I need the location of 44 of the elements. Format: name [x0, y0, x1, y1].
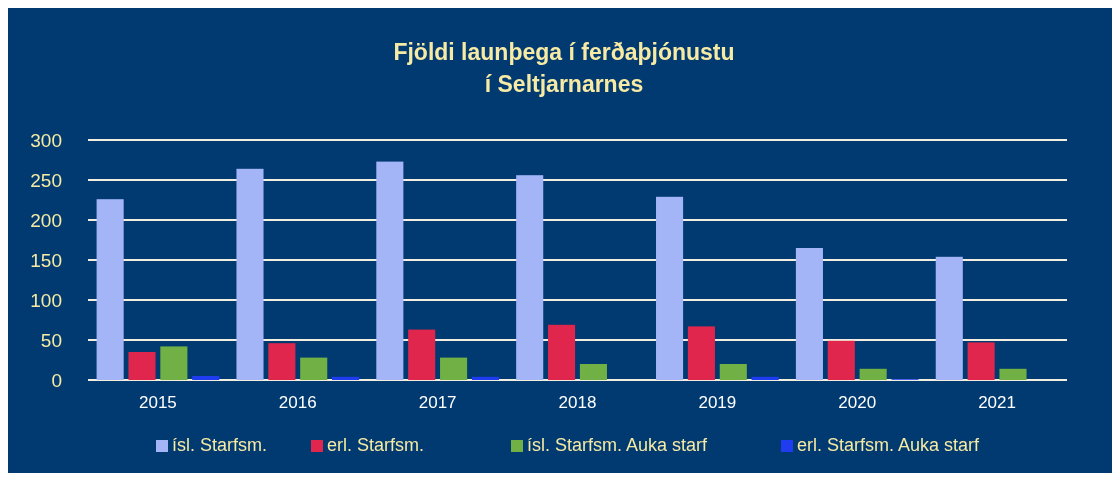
bar [128, 352, 156, 380]
legend-label: erl. Starfsm. [327, 435, 425, 455]
bar [268, 343, 296, 380]
x-tick-label: 2019 [698, 393, 737, 412]
bar [719, 364, 747, 380]
bar [471, 376, 499, 380]
bar [192, 376, 220, 380]
y-tick-label: 250 [30, 169, 62, 191]
y-tick-label: 100 [30, 289, 62, 311]
x-tick-label: 2016 [278, 393, 317, 412]
legend-label: ísl. Starfsm. Auka starf [527, 435, 709, 455]
bar [408, 329, 436, 380]
bar [516, 175, 544, 380]
bar [376, 161, 404, 380]
bar [687, 326, 715, 380]
bar [656, 196, 684, 380]
bar [935, 256, 963, 380]
bar [751, 376, 779, 380]
bar [96, 199, 124, 380]
bar [236, 168, 264, 380]
bar [579, 364, 607, 380]
bar [827, 340, 855, 380]
chart-title: Fjöldi launþega í ferðaþjónustu í Seltjarnarnes [393, 39, 735, 97]
bar [548, 324, 576, 380]
x-tick-label: 2018 [558, 393, 597, 412]
bar [999, 368, 1027, 380]
bar [440, 357, 468, 380]
bar [795, 248, 823, 380]
x-tick-label: 2015 [139, 393, 177, 412]
x-tick-label: 2020 [838, 393, 877, 412]
bar [967, 342, 995, 380]
x-tick-label: 2017 [418, 393, 457, 412]
y-tick-label: 150 [30, 249, 62, 271]
y-tick-label: 50 [40, 329, 62, 351]
bar [300, 357, 328, 380]
legend-label: ísl. Starfsm. [172, 435, 268, 455]
legend-label: erl. Starfsm. Auka starf [797, 435, 981, 455]
bar [859, 368, 887, 380]
bar [332, 376, 360, 380]
bar [160, 346, 188, 380]
x-tick-label: 2021 [978, 393, 1016, 412]
y-tick-label: 300 [30, 129, 62, 151]
y-tick-label: 200 [30, 209, 62, 231]
y-tick-label: 0 [51, 369, 62, 391]
